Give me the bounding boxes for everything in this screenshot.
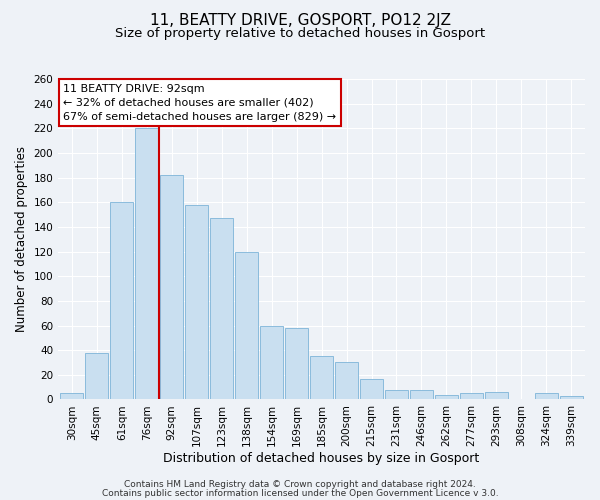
Bar bbox=[410, 390, 433, 400]
Y-axis label: Number of detached properties: Number of detached properties bbox=[15, 146, 28, 332]
Bar bbox=[310, 356, 333, 400]
Bar bbox=[235, 252, 258, 400]
Bar bbox=[335, 362, 358, 400]
X-axis label: Distribution of detached houses by size in Gosport: Distribution of detached houses by size … bbox=[163, 452, 480, 465]
Text: 11 BEATTY DRIVE: 92sqm
← 32% of detached houses are smaller (402)
67% of semi-de: 11 BEATTY DRIVE: 92sqm ← 32% of detached… bbox=[64, 84, 337, 122]
Bar bbox=[385, 390, 408, 400]
Bar bbox=[160, 175, 183, 400]
Bar bbox=[485, 392, 508, 400]
Bar bbox=[210, 218, 233, 400]
Text: Contains public sector information licensed under the Open Government Licence v : Contains public sector information licen… bbox=[101, 488, 499, 498]
Bar bbox=[260, 326, 283, 400]
Bar bbox=[136, 128, 158, 400]
Bar bbox=[85, 352, 109, 400]
Bar bbox=[360, 378, 383, 400]
Text: Size of property relative to detached houses in Gosport: Size of property relative to detached ho… bbox=[115, 28, 485, 40]
Text: Contains HM Land Registry data © Crown copyright and database right 2024.: Contains HM Land Registry data © Crown c… bbox=[124, 480, 476, 489]
Bar bbox=[460, 394, 483, 400]
Bar bbox=[185, 204, 208, 400]
Bar bbox=[560, 396, 583, 400]
Bar bbox=[61, 394, 83, 400]
Bar bbox=[435, 394, 458, 400]
Bar bbox=[285, 328, 308, 400]
Bar bbox=[110, 202, 133, 400]
Text: 11, BEATTY DRIVE, GOSPORT, PO12 2JZ: 11, BEATTY DRIVE, GOSPORT, PO12 2JZ bbox=[149, 12, 451, 28]
Bar bbox=[535, 394, 558, 400]
